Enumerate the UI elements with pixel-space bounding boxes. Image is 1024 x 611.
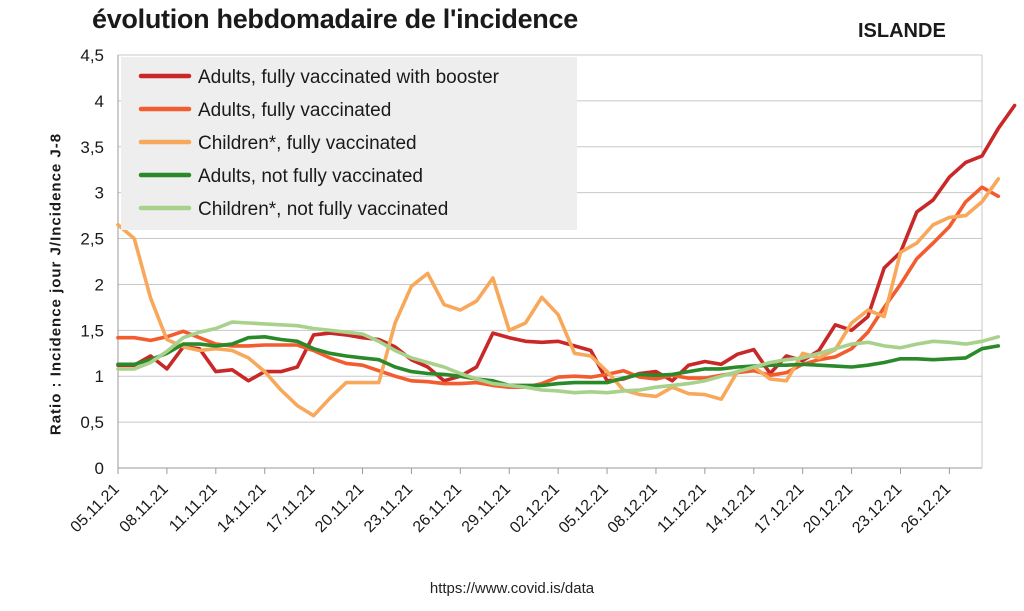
series-line-adults-not-fully-vaccinated — [116, 334, 1001, 388]
y-tick-label: 4 — [95, 92, 104, 111]
x-tick-label: 14.12.21 — [703, 481, 759, 537]
x-tick-label: 02.12.21 — [507, 481, 563, 537]
legend-label-adults-not-fully-vaccinated: Adults, not fully vaccinated — [198, 166, 423, 187]
x-tick-label: 26.11.21 — [410, 481, 465, 536]
legend: Adults, fully vaccinated with booster Adu… — [121, 57, 577, 230]
x-tick-label: 17.11.21 — [263, 481, 318, 536]
chart-title: évolution hebdomadaire de l'incidence — [92, 4, 578, 34]
x-tick-label: 08.11.21 — [117, 481, 172, 536]
x-tick-label: 29.11.21 — [459, 481, 514, 536]
legend-label-children-not-fully-vaccinated: Children*, not fully vaccinated — [198, 199, 448, 220]
x-tick-label: 23.12.21 — [849, 481, 905, 537]
legend-label-children-fully-vaccinated: Children*, fully vaccinated — [198, 133, 417, 154]
x-tick-label: 05.11.21 — [68, 481, 123, 536]
y-tick-label: 0,5 — [80, 413, 104, 432]
x-tick-label: 11.12.21 — [654, 481, 709, 536]
axes — [117, 55, 983, 474]
x-tick-labels: 05.11.2108.11.2111.11.2114.11.2117.11.21… — [68, 481, 955, 537]
series-line-children-fully-vaccinated — [116, 177, 1001, 418]
y-tick-label: 2,5 — [80, 230, 104, 249]
x-tick-label: 20.11.21 — [312, 481, 367, 536]
y-tick-label: 2 — [95, 275, 104, 294]
y-tick-labels: 0 0,5 1 1,5 2 2,5 3 3,5 4 4,5 — [80, 46, 104, 478]
x-tick-label: 26.12.21 — [898, 481, 954, 537]
x-tick-label: 17.12.21 — [751, 481, 807, 537]
x-tick-label: 05.12.21 — [556, 481, 612, 537]
series-line-children-not-fully-vaccinated — [116, 320, 1001, 395]
legend-label-adults-fully-vaccinated: Adults, fully vaccinated — [198, 100, 391, 121]
y-tick-label: 3 — [95, 184, 104, 203]
series-line-adults-fully-vaccinated — [116, 185, 1001, 390]
x-tick-label: 20.12.21 — [800, 481, 856, 537]
x-tick-label: 08.12.21 — [605, 481, 661, 537]
y-tick-label: 1,5 — [80, 321, 104, 340]
y-tick-label: 1 — [95, 367, 104, 386]
x-tick-label: 11.11.21 — [166, 481, 220, 535]
x-tick-label: 23.11.21 — [361, 481, 416, 536]
y-tick-label: 0 — [95, 459, 104, 478]
chart-subtitle: ISLANDE — [858, 20, 946, 42]
series-lines — [116, 103, 1017, 418]
y-tick-label: 3,5 — [80, 138, 104, 157]
source-caption: https://www.covid.is/data — [429, 580, 595, 597]
legend-box — [121, 57, 577, 230]
y-tick-label: 4,5 — [80, 46, 104, 65]
legend-label-adults-fully-vaccinated-with-booster: Adults, fully vaccinated with booster — [198, 67, 500, 88]
x-tick-label: 14.11.21 — [214, 481, 269, 536]
series-line-adults-fully-vaccinated-with-booster — [116, 103, 1017, 383]
